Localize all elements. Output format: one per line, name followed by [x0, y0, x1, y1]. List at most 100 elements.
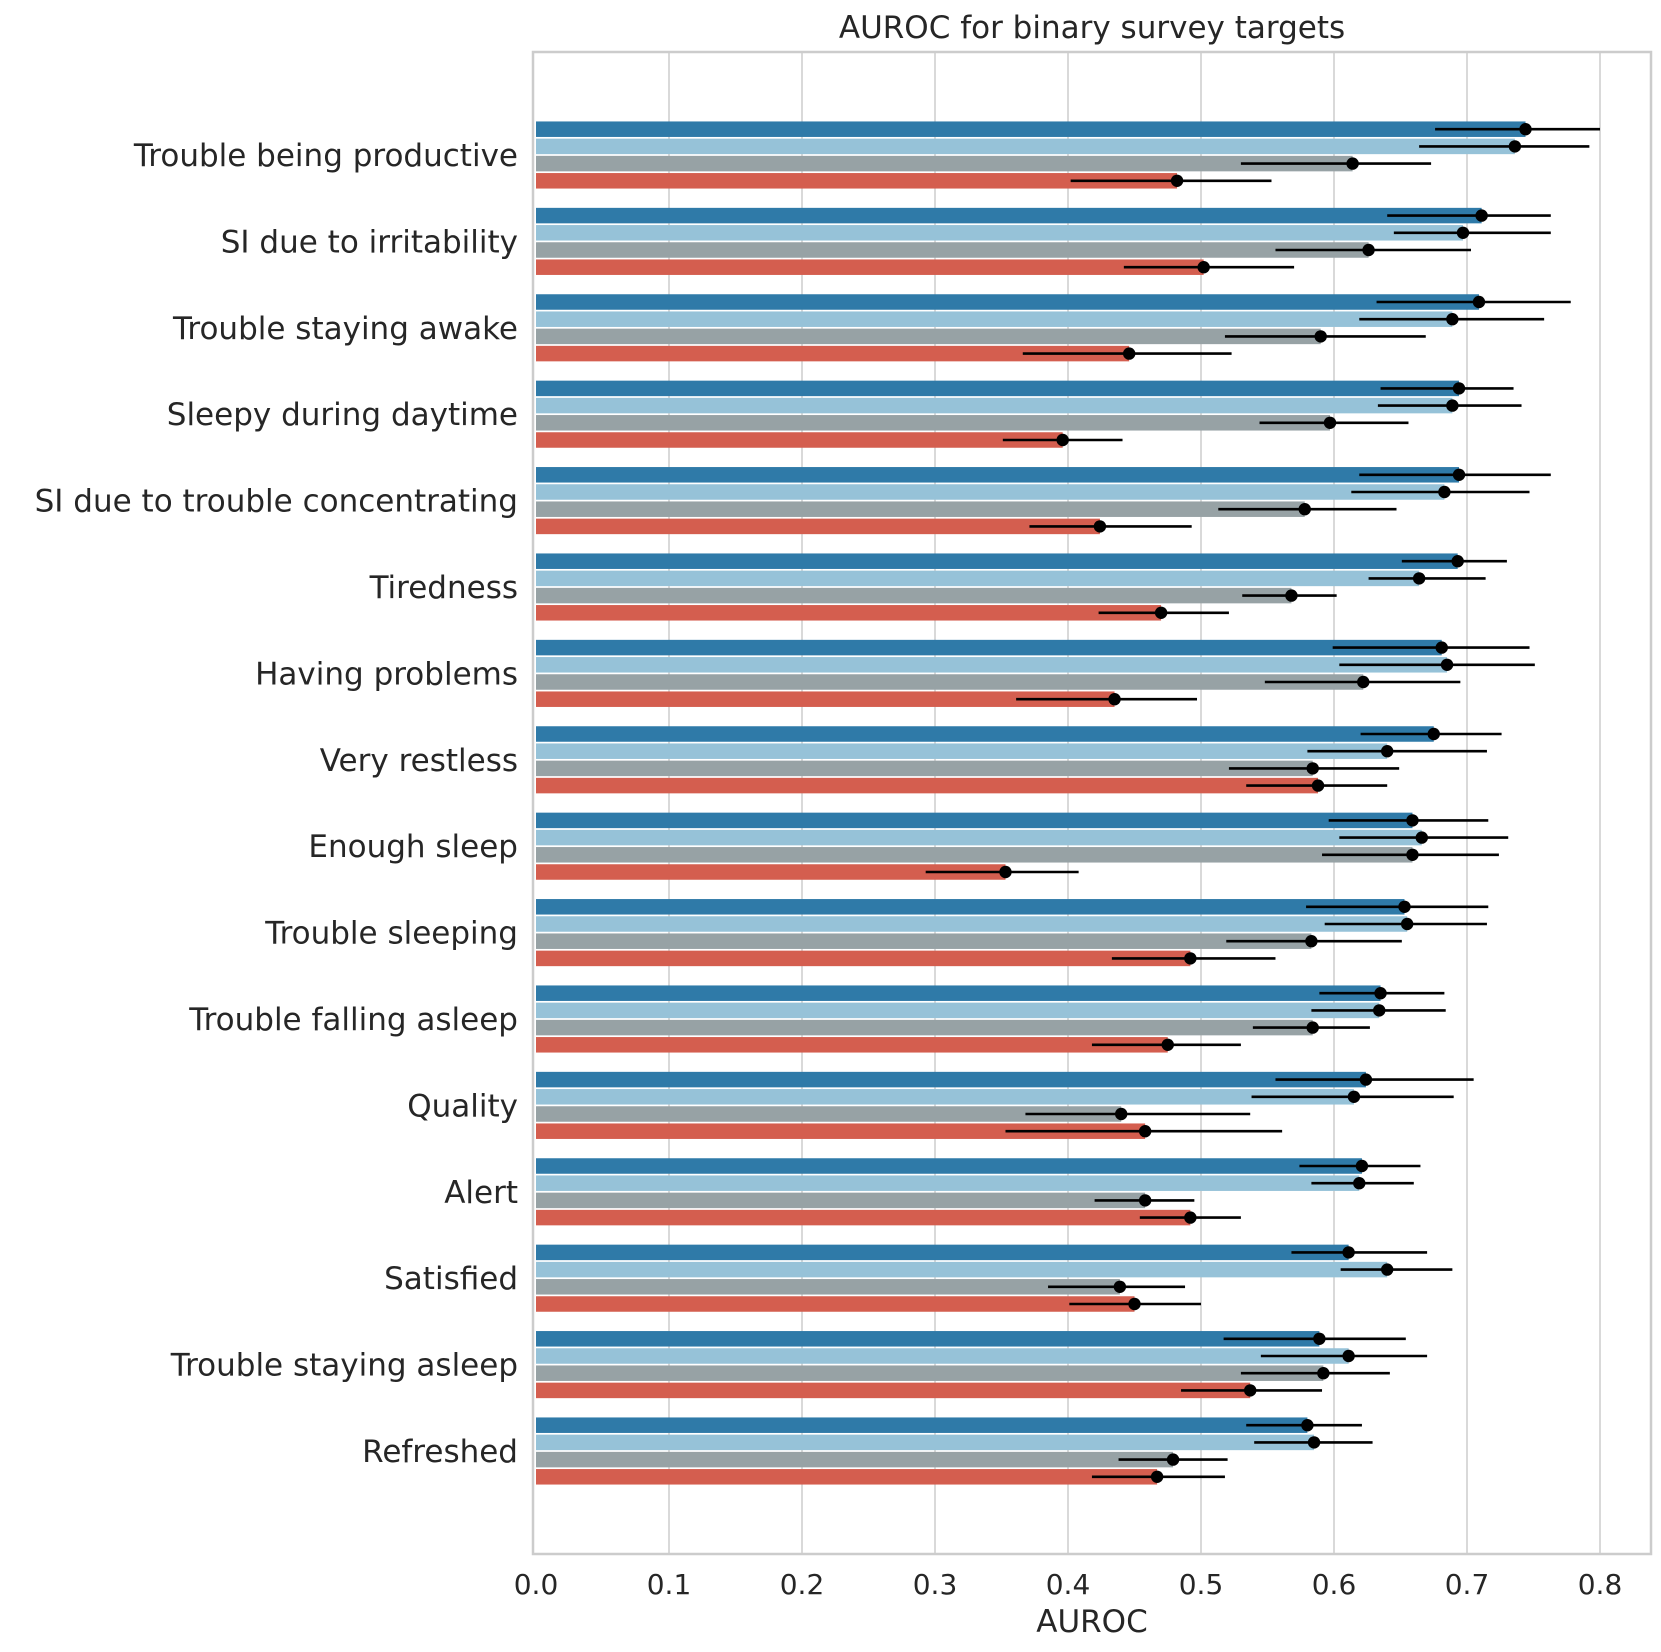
bar — [536, 1089, 1354, 1105]
bar — [536, 760, 1313, 777]
bar — [536, 1331, 1320, 1347]
x-tick-label: 0.7 — [1445, 1568, 1490, 1601]
point-marker — [1317, 1367, 1330, 1380]
bar — [536, 1296, 1135, 1312]
point-marker — [1113, 1280, 1127, 1294]
point-marker — [1438, 485, 1451, 499]
plot-frame — [531, 50, 1653, 1556]
point-marker — [1359, 1073, 1373, 1086]
bar — [536, 1106, 1122, 1122]
bar — [536, 1158, 1362, 1174]
point-marker — [1301, 1419, 1314, 1432]
bar — [536, 397, 1453, 414]
point-marker — [1381, 745, 1394, 758]
point-marker — [1342, 1349, 1355, 1363]
point-marker — [1427, 727, 1440, 741]
x-tick-label: 0.6 — [1312, 1568, 1357, 1601]
bar — [536, 570, 1420, 587]
point-marker — [1306, 762, 1319, 775]
point-marker — [1353, 1177, 1366, 1190]
category-label: SI due to trouble concentrating — [35, 484, 518, 520]
point-marker — [1307, 1436, 1321, 1449]
point-marker — [1154, 606, 1168, 619]
point-marker — [1323, 416, 1337, 429]
x-tick-labels: 0.0 0.1 0.2 0.3 0.4 0.5 0.6 0.7 0.8 — [514, 1568, 1623, 1601]
point-marker — [1412, 572, 1426, 585]
bar — [536, 726, 1434, 742]
bar — [536, 743, 1388, 759]
category-label: Very restless — [320, 743, 518, 779]
category-label: Trouble staying asleep — [170, 1348, 518, 1384]
bar — [536, 657, 1448, 673]
point-marker — [1373, 1004, 1386, 1017]
bar — [536, 691, 1115, 707]
point-marker — [1161, 1038, 1174, 1052]
point-marker — [1374, 987, 1387, 1000]
bar — [536, 225, 1464, 241]
bar — [536, 1365, 1324, 1381]
bar — [536, 121, 1526, 137]
x-tick-label: 0.1 — [647, 1568, 692, 1601]
point-marker — [1508, 140, 1522, 153]
point-marker — [1456, 226, 1470, 239]
point-marker — [1313, 1332, 1326, 1346]
point-marker — [1400, 917, 1414, 931]
category-label: Sleepy during daytime — [167, 397, 518, 433]
bar — [536, 501, 1305, 517]
bar — [536, 1037, 1168, 1053]
bar — [536, 1209, 1191, 1226]
bar — [536, 155, 1353, 172]
category-label: Trouble being productive — [133, 138, 518, 174]
category-label: Trouble sleeping — [264, 916, 518, 952]
category-label: Trouble falling asleep — [188, 1002, 518, 1038]
bar — [536, 674, 1364, 690]
category-label: Trouble staying awake — [172, 311, 518, 347]
point-marker — [1357, 675, 1370, 689]
bar — [536, 553, 1458, 569]
bar — [536, 380, 1460, 397]
bar — [536, 812, 1413, 829]
point-marker — [1475, 209, 1488, 222]
point-marker — [1415, 831, 1428, 844]
plot-background — [533, 52, 1651, 1554]
category-label: Enough sleep — [308, 829, 518, 865]
bar — [536, 259, 1204, 275]
bar — [536, 587, 1292, 604]
x-tick-label: 0.8 — [1578, 1568, 1623, 1601]
x-tick-label: 0.0 — [514, 1568, 559, 1601]
bar — [536, 639, 1442, 656]
point-marker — [1306, 1021, 1319, 1034]
bar — [536, 847, 1413, 863]
bar — [536, 899, 1405, 915]
point-marker — [1435, 641, 1448, 654]
point-marker — [1166, 1453, 1180, 1466]
bar — [536, 1244, 1349, 1261]
category-label: Having problems — [255, 656, 518, 692]
category-label: Refreshed — [362, 1434, 518, 1470]
bar — [536, 1382, 1251, 1399]
bar — [536, 933, 1312, 949]
bar — [536, 484, 1445, 500]
point-marker — [1150, 1470, 1164, 1484]
point-marker — [1362, 243, 1375, 257]
point-marker — [1311, 779, 1325, 792]
bar — [536, 1348, 1349, 1364]
bar — [536, 1417, 1308, 1433]
x-tick-label: 0.4 — [1046, 1568, 1091, 1601]
point-marker — [1355, 1159, 1369, 1173]
point-marker — [1472, 295, 1486, 309]
point-marker — [1347, 1090, 1361, 1104]
bar — [536, 605, 1162, 621]
bar — [536, 1279, 1120, 1295]
category-label: Tiredness — [369, 570, 518, 606]
point-marker — [999, 865, 1012, 879]
point-marker — [1197, 261, 1210, 274]
bar — [536, 1002, 1380, 1019]
point-marker — [1314, 330, 1327, 343]
bar — [536, 1071, 1366, 1088]
bar — [536, 518, 1100, 535]
category-label: Alert — [444, 1175, 518, 1211]
point-marker — [1285, 589, 1298, 602]
x-tick-label: 0.2 — [780, 1568, 825, 1601]
chart-title: AUROC for binary survey targets — [839, 10, 1345, 46]
